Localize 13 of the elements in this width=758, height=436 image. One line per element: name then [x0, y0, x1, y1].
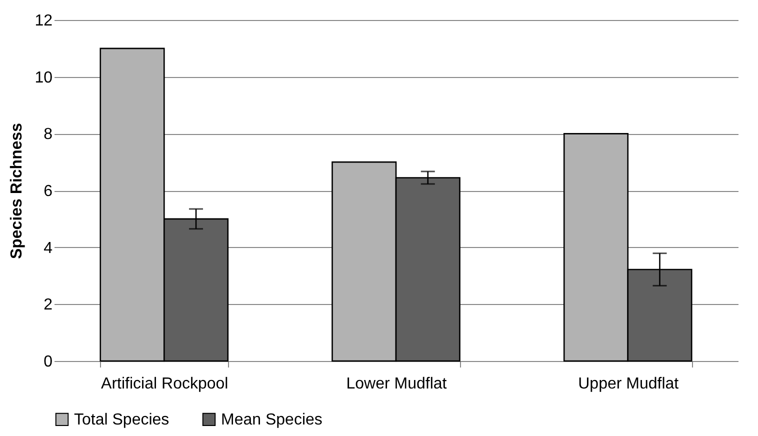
y-tick-label: 8 — [44, 126, 53, 144]
y-tick-label: 6 — [44, 183, 53, 200]
y-tick-label: 2 — [44, 296, 53, 314]
y-tick-label: 12 — [34, 12, 53, 30]
legend-label: Mean Species — [221, 411, 322, 428]
x-tick-label: Lower Mudflat — [346, 376, 448, 392]
y-tick-label: 4 — [44, 240, 53, 257]
legend-label: Total Species — [74, 411, 170, 428]
x-tick-label: Upper Mudflat — [578, 376, 680, 392]
x-tick-label: Artificial Rockpool — [101, 376, 228, 392]
y-axis-title: Species Richness — [8, 122, 26, 260]
y-tick-label: 10 — [34, 69, 53, 86]
y-tick-label: 0 — [44, 354, 53, 370]
